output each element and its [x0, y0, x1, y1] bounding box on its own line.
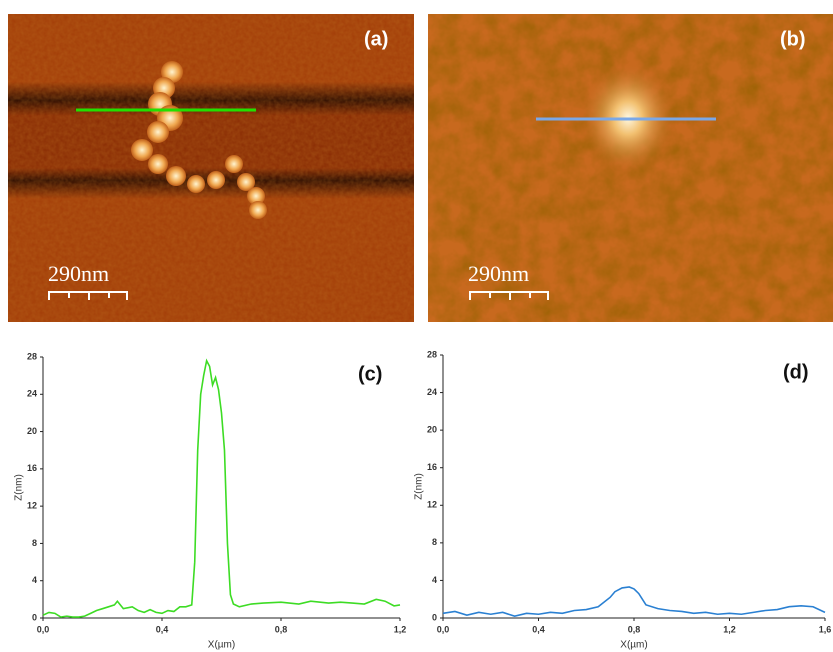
y-tick-label: 12 — [427, 500, 437, 510]
y-tick-label: 16 — [27, 463, 37, 473]
afm-image-a: (a) 290nm — [8, 14, 414, 322]
profile-line — [42, 358, 401, 618]
y-tick-label: 4 — [32, 575, 37, 585]
afm-image-b: (b) 290nm — [428, 14, 833, 322]
profile-line — [442, 586, 826, 617]
y-tick-label: 8 — [432, 537, 437, 547]
panel-label: (d) — [783, 361, 809, 383]
y-tick-label: 12 — [27, 501, 37, 511]
x-tick-label: 0,8 — [275, 624, 288, 634]
x-tick-label: 0,4 — [156, 624, 169, 634]
scale-bar-label: 290nm — [48, 261, 109, 286]
y-tick-label: 0 — [432, 612, 437, 622]
x-tick-label: 1,2 — [723, 624, 736, 634]
y-tick-label: 28 — [27, 351, 37, 361]
panel-label: (a) — [364, 28, 388, 50]
y-tick-label: 24 — [27, 389, 37, 399]
x-tick-label: 0,0 — [37, 624, 50, 634]
scale-bar-label: 290nm — [468, 261, 529, 286]
y-tick-label: 0 — [32, 612, 37, 622]
y-tick-label: 16 — [427, 462, 437, 472]
x-tick-label: 0,0 — [437, 624, 450, 634]
y-tick-label: 20 — [427, 425, 437, 435]
x-tick-label: 1,2 — [394, 624, 407, 634]
x-axis-label: X(µm) — [620, 640, 647, 651]
x-tick-label: 0,8 — [628, 624, 641, 634]
y-tick-label: 4 — [432, 575, 437, 585]
y-axis-label: Z(nm) — [414, 473, 425, 500]
y-axis-label: Z(nm) — [14, 474, 25, 501]
y-tick-label: 28 — [427, 349, 437, 359]
y-tick-label: 20 — [27, 426, 37, 436]
y-tick-label: 24 — [427, 387, 437, 397]
x-axis-label: X(µm) — [208, 640, 235, 651]
panel-label: (b) — [780, 28, 806, 50]
panel-label: (c) — [358, 363, 382, 385]
x-tick-label: 1,6 — [819, 624, 832, 634]
y-tick-label: 8 — [32, 538, 37, 548]
x-tick-label: 0,4 — [532, 624, 545, 634]
